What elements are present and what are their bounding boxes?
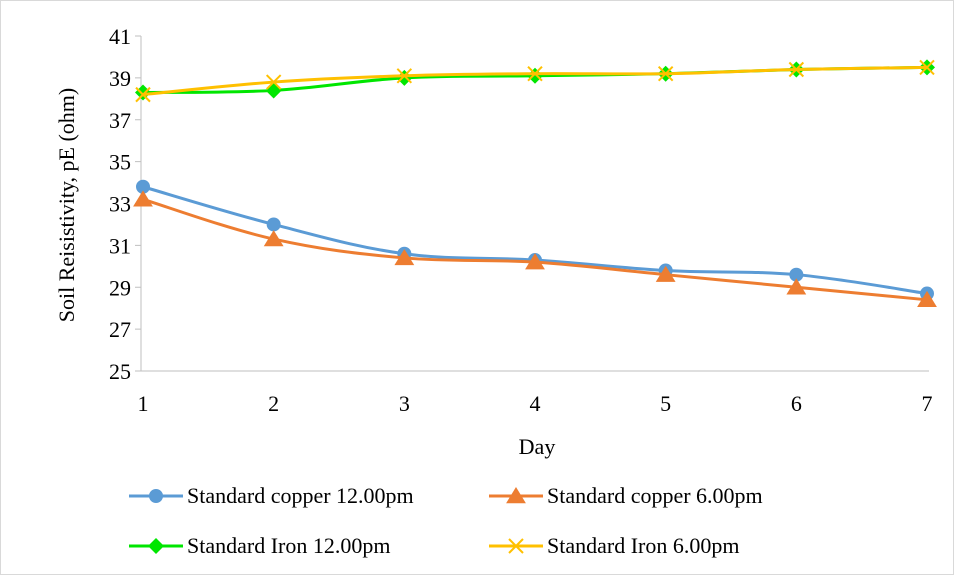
legend-marker xyxy=(149,489,163,503)
legend-marker xyxy=(148,538,164,554)
data-point xyxy=(788,61,805,78)
legend-marker xyxy=(508,538,524,554)
y-tick-label: 37 xyxy=(109,108,131,133)
data-point xyxy=(135,84,151,101)
data-point xyxy=(527,67,543,84)
x-tick-label: 3 xyxy=(399,391,410,416)
series-3 xyxy=(135,59,935,101)
data-point xyxy=(657,65,674,82)
x-marker-stroke xyxy=(396,68,413,84)
legend-label: Standard copper 6.00pm xyxy=(547,483,763,508)
data-point xyxy=(396,68,413,84)
x-marker-stroke xyxy=(527,65,543,82)
data-point xyxy=(527,65,543,82)
data-point xyxy=(265,74,282,90)
data-point xyxy=(265,82,282,99)
x-axis-title: Day xyxy=(519,434,556,459)
data-point xyxy=(263,230,284,247)
data-point xyxy=(394,248,415,266)
series-1 xyxy=(136,179,934,301)
y-tick-label: 33 xyxy=(109,192,131,217)
data-point xyxy=(655,265,676,282)
y-tick-label: 29 xyxy=(109,275,131,300)
data-point xyxy=(786,278,807,295)
legend-item: Standard copper 6.00pm xyxy=(489,483,763,508)
data-point xyxy=(133,190,153,207)
x-marker-stroke xyxy=(508,538,524,554)
y-tick-label: 41 xyxy=(109,24,131,49)
x-tick-label: 1 xyxy=(138,391,149,416)
data-point xyxy=(266,217,281,232)
y-tick-label: 31 xyxy=(109,233,131,258)
data-point xyxy=(919,59,935,76)
x-tick-label: 5 xyxy=(660,391,671,416)
y-tick-label: 27 xyxy=(109,317,131,342)
legend-marker xyxy=(506,487,526,504)
x-tick-label: 7 xyxy=(922,391,933,416)
data-point xyxy=(396,69,413,86)
x-tick-label: 2 xyxy=(268,391,279,416)
y-tick-label: 35 xyxy=(109,150,131,175)
y-tick-label: 25 xyxy=(109,359,131,384)
series-2 xyxy=(133,190,937,308)
legend-label: Standard Iron 6.00pm xyxy=(547,533,739,558)
x-tick-label: 4 xyxy=(530,391,541,416)
series-4 xyxy=(135,59,935,103)
data-point xyxy=(135,86,151,103)
x-marker-stroke xyxy=(265,74,282,90)
x-tick-label: 6 xyxy=(791,391,802,416)
x-marker-stroke xyxy=(919,59,935,76)
x-marker-stroke xyxy=(657,65,674,82)
x-marker-stroke xyxy=(135,86,151,103)
legend-item: Standard copper 12.00pm xyxy=(129,483,414,508)
data-point xyxy=(525,253,545,270)
series-line xyxy=(141,197,929,302)
series-line xyxy=(141,185,929,296)
legend: Standard copper 12.00pm Standard copper 6… xyxy=(129,483,763,558)
legend-item: Standard Iron 12.00pm xyxy=(129,533,390,558)
plot-area: 25 27 29 31 33 35 37 39 41 1 2 3 4 5 6 7 xyxy=(109,24,937,416)
data-point xyxy=(917,290,937,308)
legend-item: Standard Iron 6.00pm xyxy=(489,533,739,558)
y-axis-title: Soil Reisistivity, pE (ohm) xyxy=(54,88,79,322)
legend-label: Standard copper 12.00pm xyxy=(187,483,414,508)
y-tick-label: 39 xyxy=(109,66,131,91)
legend-label: Standard Iron 12.00pm xyxy=(187,533,390,558)
x-marker-stroke xyxy=(788,61,805,78)
